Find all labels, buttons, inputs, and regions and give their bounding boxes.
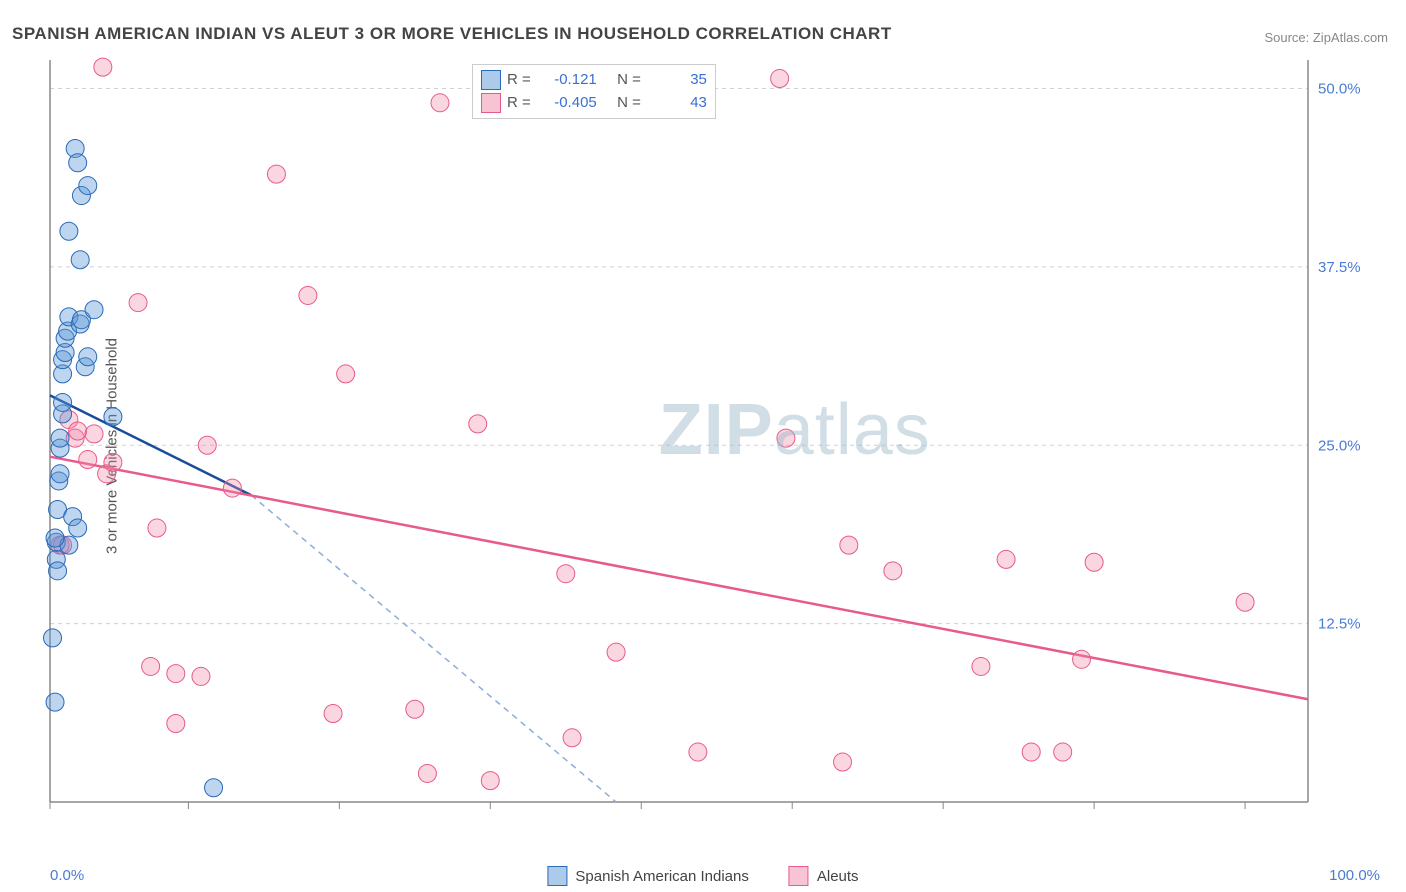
swatch-blue [481,70,501,90]
legend-item-blue: Spanish American Indians [547,866,748,886]
n-label: N = [617,69,641,92]
x-max-label: 100.0% [1329,867,1380,884]
r-value-blue: -0.121 [537,69,597,92]
chart-title: SPANISH AMERICAN INDIAN VS ALEUT 3 OR MO… [12,24,892,44]
r-label: R = [507,92,531,115]
svg-text:25.0%: 25.0% [1318,437,1361,454]
source-attribution: Source: ZipAtlas.com [1264,30,1388,45]
series-legend: Spanish American Indians Aleuts [547,866,858,886]
r-label: R = [507,69,531,92]
legend-label-pink: Aleuts [817,868,859,885]
legend-item-pink: Aleuts [789,866,859,886]
x-min-label: 0.0% [50,867,84,884]
swatch-pink-icon [789,866,809,886]
scatter-svg: 12.5% 25.0% 37.5% 50.0% [50,60,1380,830]
n-label: N = [617,92,641,115]
svg-text:37.5%: 37.5% [1318,259,1361,276]
swatch-pink [481,93,501,113]
svg-text:12.5%: 12.5% [1318,616,1361,633]
n-value-blue: 35 [647,69,707,92]
legend-label-blue: Spanish American Indians [575,868,748,885]
correlation-legend: R = -0.121 N = 35 R = -0.405 N = 43 [472,64,716,119]
legend-row-blue: R = -0.121 N = 35 [481,69,707,92]
legend-row-pink: R = -0.405 N = 43 [481,92,707,115]
plot-area: 12.5%25.0%37.5%50.0% ZIPatlas [50,60,1380,830]
swatch-blue-icon [547,866,567,886]
r-value-pink: -0.405 [537,92,597,115]
svg-text:50.0%: 50.0% [1318,81,1361,98]
n-value-pink: 43 [647,92,707,115]
